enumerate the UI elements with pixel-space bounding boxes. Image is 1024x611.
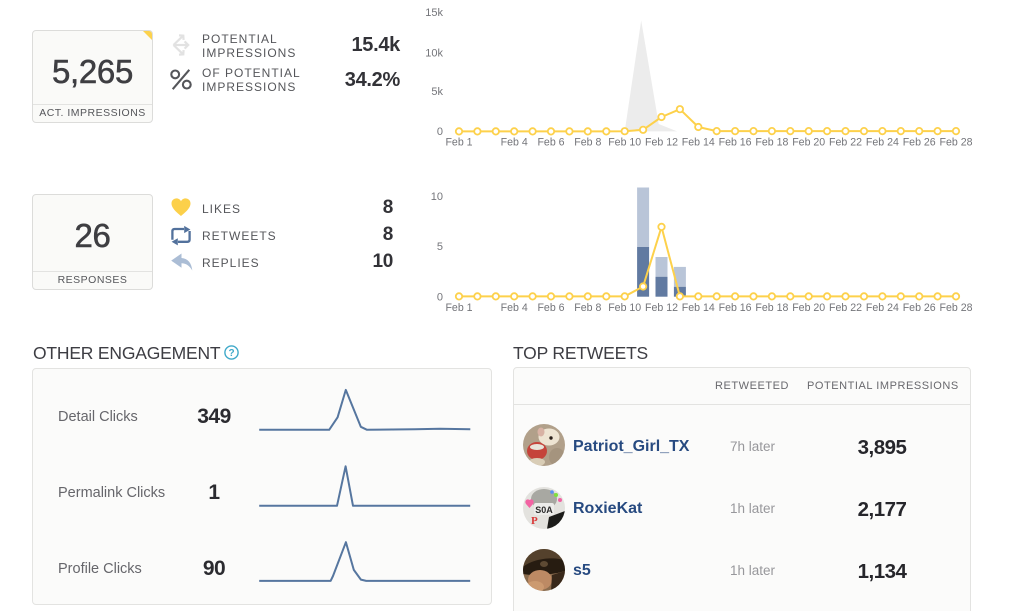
- svg-text:5k: 5k: [431, 86, 443, 98]
- svg-text:0: 0: [437, 126, 443, 138]
- svg-text:15k: 15k: [425, 7, 443, 19]
- svg-text:Feb 6: Feb 6: [537, 137, 564, 149]
- svg-text:Feb 1: Feb 1: [445, 302, 472, 314]
- svg-text:Feb 22: Feb 22: [829, 302, 862, 314]
- svg-text:Feb 10: Feb 10: [608, 302, 641, 314]
- svg-text:Feb 14: Feb 14: [682, 137, 715, 149]
- svg-text:Feb 6: Feb 6: [537, 302, 564, 314]
- svg-text:Feb 16: Feb 16: [719, 302, 752, 314]
- svg-text:10: 10: [431, 191, 443, 203]
- svg-text:Feb 20: Feb 20: [792, 302, 825, 314]
- svg-text:Feb 28: Feb 28: [940, 137, 973, 149]
- svg-text:Feb 26: Feb 26: [903, 137, 936, 149]
- svg-text:10k: 10k: [425, 48, 443, 60]
- svg-text:?: ?: [228, 348, 234, 359]
- svg-text:Feb 16: Feb 16: [719, 137, 752, 149]
- svg-text:Feb 10: Feb 10: [608, 137, 641, 149]
- svg-text:Feb 12: Feb 12: [645, 302, 678, 314]
- svg-text:Feb 24: Feb 24: [866, 302, 899, 314]
- svg-text:S0A: S0A: [535, 505, 553, 515]
- svg-text:Feb 26: Feb 26: [903, 302, 936, 314]
- svg-text:Feb 8: Feb 8: [574, 302, 601, 314]
- svg-text:5: 5: [437, 241, 443, 253]
- svg-text:P: P: [531, 515, 538, 527]
- svg-text:Feb 4: Feb 4: [501, 302, 528, 314]
- svg-text:0: 0: [437, 292, 443, 304]
- svg-text:Feb 24: Feb 24: [866, 137, 899, 149]
- svg-text:Feb 22: Feb 22: [829, 137, 862, 149]
- svg-text:Feb 20: Feb 20: [792, 137, 825, 149]
- svg-text:Feb 8: Feb 8: [574, 137, 601, 149]
- svg-text:Feb 14: Feb 14: [682, 302, 715, 314]
- svg-text:Feb 1: Feb 1: [445, 137, 472, 149]
- svg-text:Feb 18: Feb 18: [755, 302, 788, 314]
- svg-text:Feb 4: Feb 4: [501, 137, 528, 149]
- svg-text:Feb 12: Feb 12: [645, 137, 678, 149]
- svg-text:Feb 28: Feb 28: [940, 302, 973, 314]
- svg-text:Feb 18: Feb 18: [755, 137, 788, 149]
